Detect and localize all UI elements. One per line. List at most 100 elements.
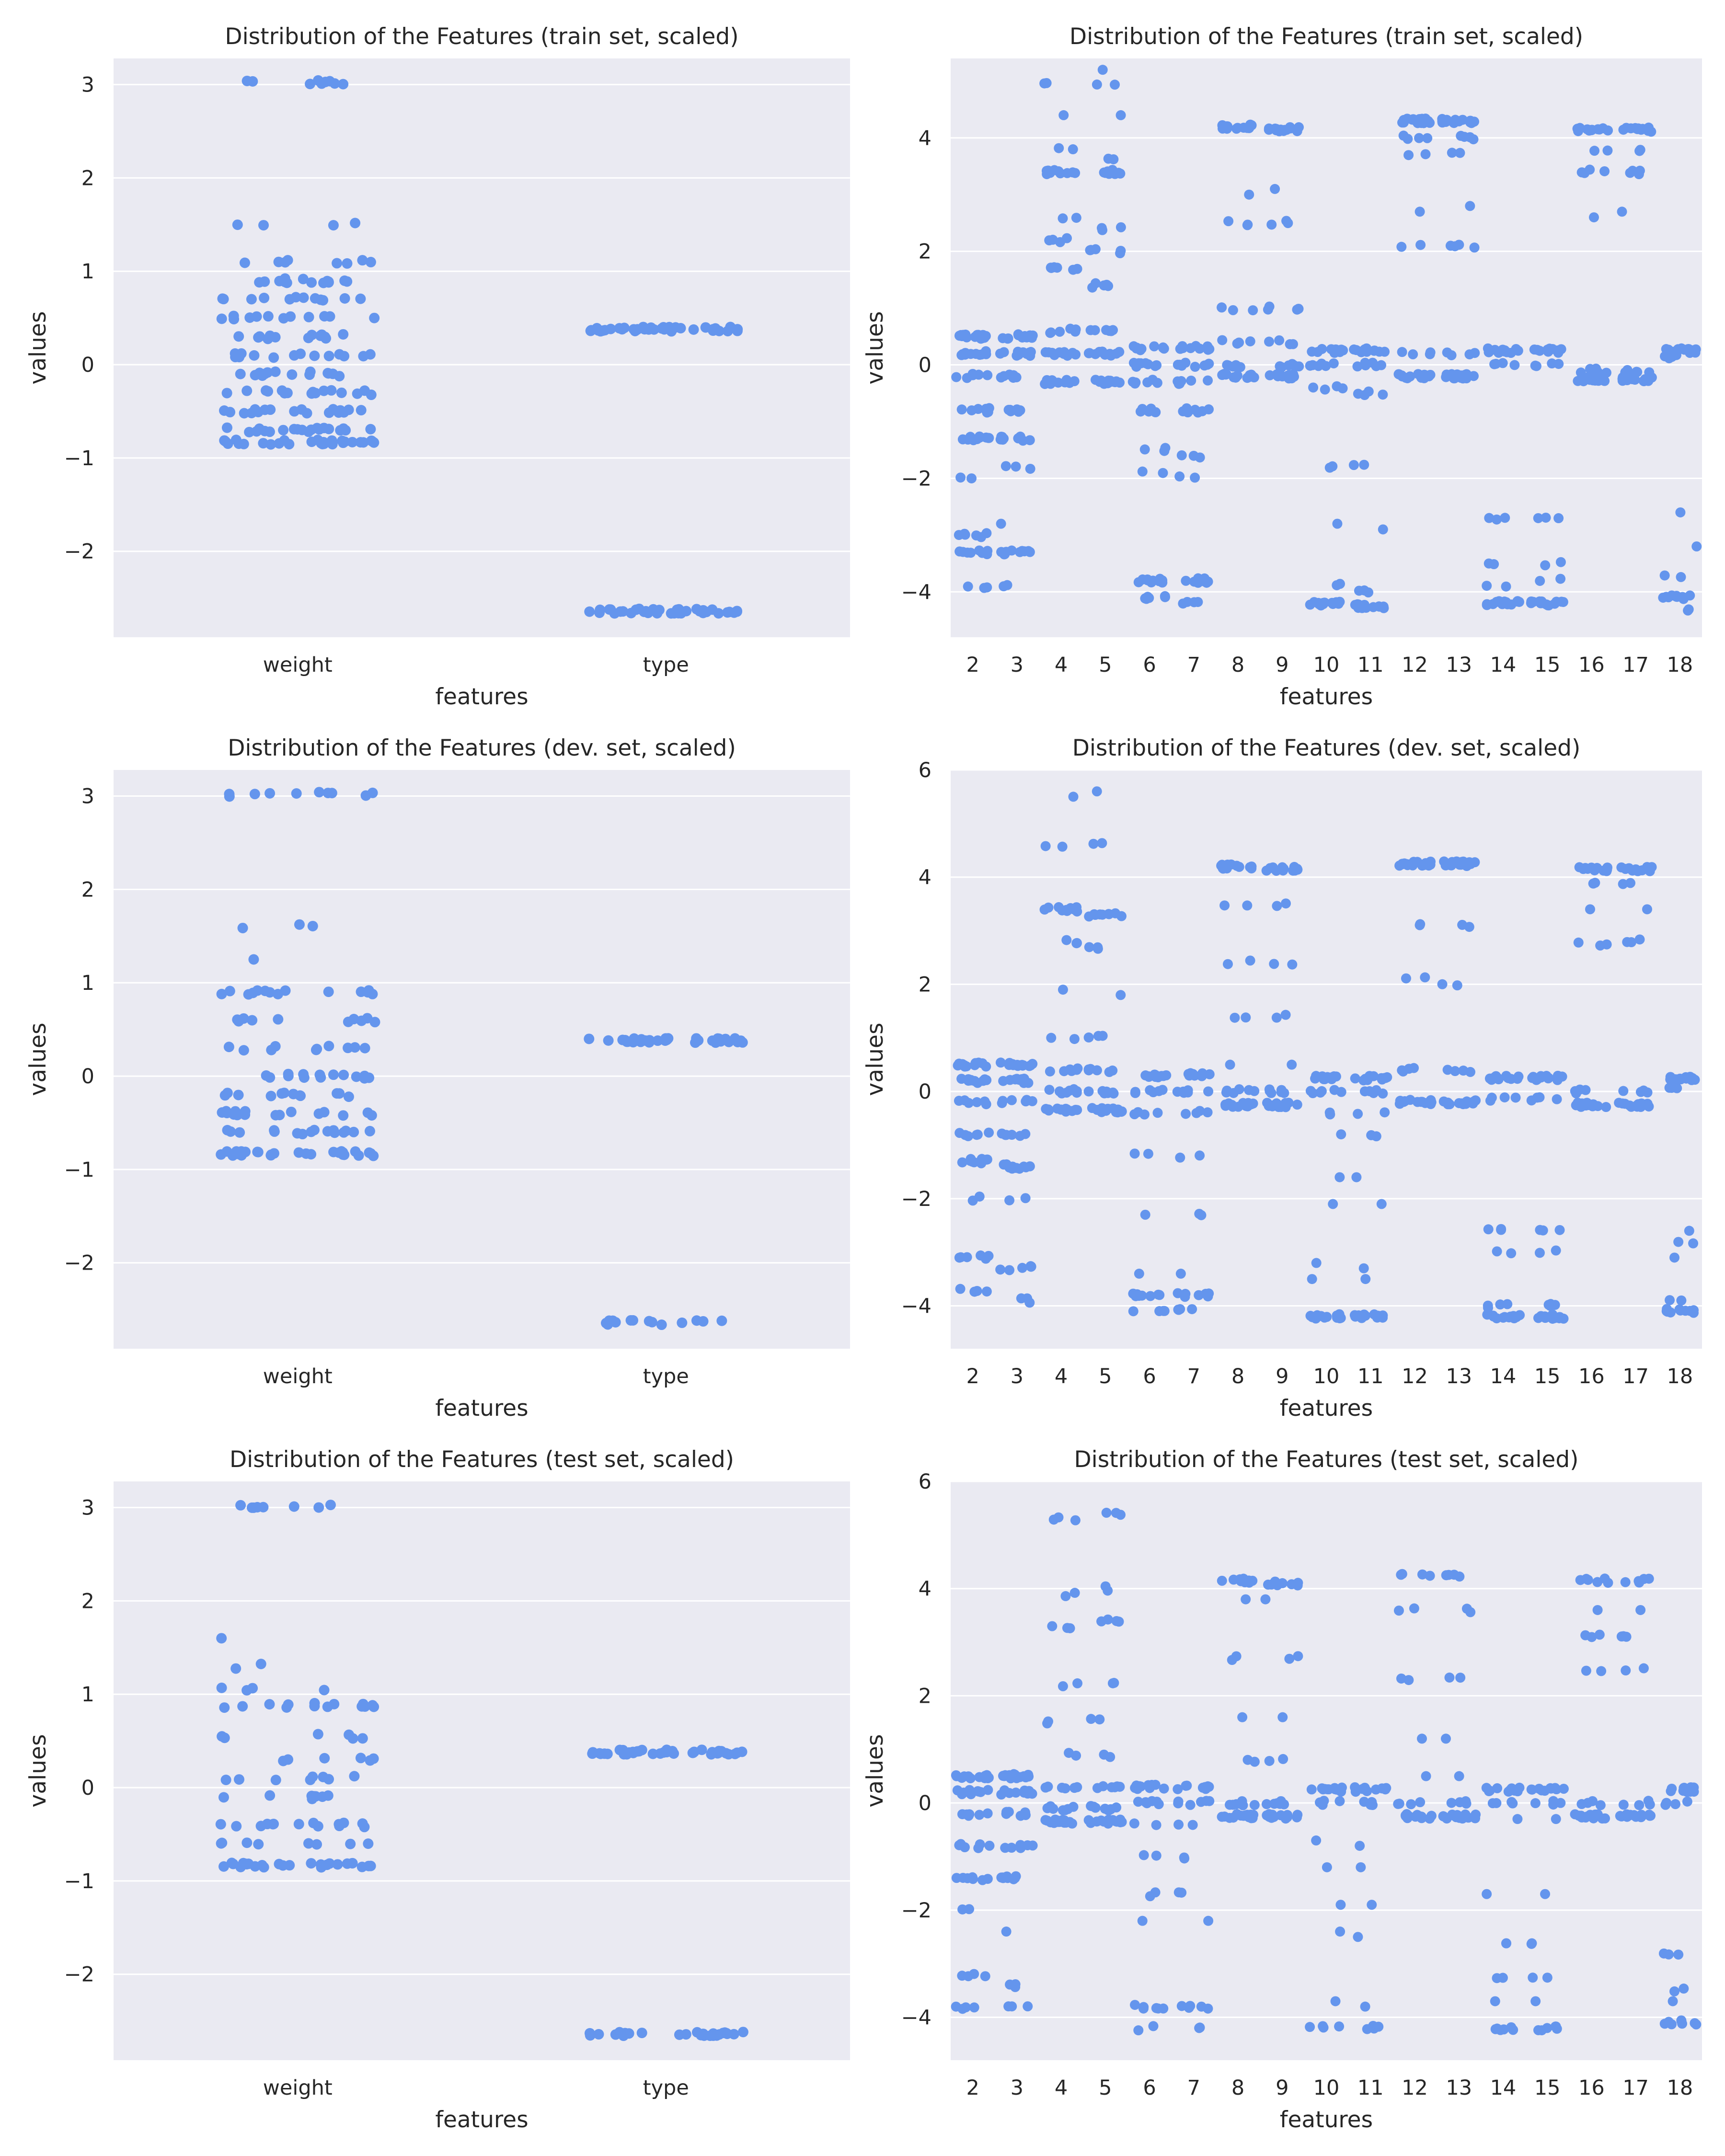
data-point bbox=[1425, 1571, 1435, 1581]
data-point bbox=[1307, 1274, 1317, 1284]
data-point bbox=[293, 1819, 304, 1830]
data-point bbox=[1133, 1107, 1143, 1117]
data-point bbox=[232, 219, 243, 230]
x-tick-label: type bbox=[643, 653, 689, 677]
data-point bbox=[1625, 878, 1636, 888]
data-point bbox=[954, 1840, 965, 1850]
data-point bbox=[1334, 1796, 1345, 1806]
data-point bbox=[1358, 1075, 1369, 1086]
data-point bbox=[982, 582, 992, 593]
data-point bbox=[338, 329, 349, 340]
data-point bbox=[1618, 879, 1628, 889]
data-point bbox=[1482, 581, 1492, 591]
data-point bbox=[1372, 1312, 1382, 1323]
x-tick-label: 11 bbox=[1357, 653, 1384, 677]
data-point bbox=[280, 985, 291, 996]
data-point bbox=[1289, 360, 1300, 371]
data-point bbox=[1354, 585, 1364, 596]
data-point bbox=[1676, 1295, 1687, 1306]
x-tick-label: 15 bbox=[1534, 2076, 1561, 2100]
data-point bbox=[1580, 863, 1591, 873]
data-point bbox=[1086, 1800, 1096, 1811]
data-point bbox=[1249, 1756, 1260, 1767]
plot-area bbox=[951, 1481, 1702, 2060]
data-point bbox=[327, 439, 338, 450]
data-point bbox=[1584, 126, 1595, 136]
data-point bbox=[1484, 347, 1494, 357]
data-point bbox=[259, 292, 270, 303]
data-point bbox=[1530, 360, 1541, 371]
data-point bbox=[223, 1042, 234, 1053]
data-point bbox=[1013, 349, 1024, 360]
data-point bbox=[1540, 1889, 1551, 1899]
data-point bbox=[1234, 337, 1244, 348]
data-point bbox=[708, 2028, 719, 2039]
data-point bbox=[1664, 1082, 1675, 1093]
data-point bbox=[1282, 1810, 1293, 1820]
data-point bbox=[1583, 1575, 1593, 1585]
data-point bbox=[1673, 1237, 1684, 1247]
data-point bbox=[1175, 1152, 1185, 1163]
data-point bbox=[1378, 524, 1388, 535]
data-point bbox=[1437, 979, 1448, 989]
data-point bbox=[1367, 1900, 1377, 1910]
data-point bbox=[1240, 1099, 1251, 1109]
data-point bbox=[1406, 1799, 1416, 1810]
data-point bbox=[652, 606, 663, 617]
data-point bbox=[1620, 1577, 1631, 1587]
data-point bbox=[1153, 1799, 1164, 1810]
data-point bbox=[691, 2027, 702, 2038]
y-axis-label: values bbox=[862, 1734, 888, 1808]
data-point bbox=[1508, 2025, 1518, 2035]
data-point bbox=[1240, 1577, 1250, 1588]
data-point bbox=[1360, 360, 1371, 371]
data-point bbox=[230, 348, 241, 359]
data-point bbox=[1502, 1299, 1513, 1309]
data-point bbox=[339, 275, 350, 286]
data-point bbox=[669, 608, 680, 619]
data-point bbox=[1625, 168, 1635, 178]
data-point bbox=[962, 1252, 972, 1262]
data-point bbox=[1129, 1148, 1140, 1159]
data-point bbox=[688, 324, 699, 335]
y-tick-label: −1 bbox=[64, 1869, 94, 1893]
data-point bbox=[319, 1753, 330, 1764]
data-point bbox=[238, 1858, 249, 1869]
data-point bbox=[317, 438, 328, 449]
data-point bbox=[1094, 346, 1104, 357]
x-tick-label: 18 bbox=[1667, 1365, 1693, 1388]
data-point bbox=[1287, 959, 1298, 970]
data-point bbox=[1543, 345, 1553, 356]
y-tick-label: 0 bbox=[919, 1791, 932, 1815]
data-point bbox=[1016, 332, 1027, 342]
data-point bbox=[270, 1110, 281, 1121]
data-point bbox=[691, 1033, 702, 1044]
data-point bbox=[352, 388, 363, 399]
data-point bbox=[1469, 242, 1480, 253]
data-point bbox=[644, 1316, 655, 1327]
data-point bbox=[662, 1034, 673, 1045]
data-point bbox=[1280, 898, 1291, 909]
data-point bbox=[304, 369, 315, 380]
data-point bbox=[960, 1130, 970, 1140]
data-point bbox=[1454, 1771, 1464, 1781]
data-point bbox=[1020, 1810, 1031, 1820]
data-point bbox=[724, 607, 735, 618]
data-point bbox=[268, 1148, 279, 1159]
data-point bbox=[656, 1319, 667, 1330]
data-point bbox=[584, 2028, 595, 2039]
chart-title: Distribution of the Features (test set, … bbox=[230, 1446, 734, 1473]
data-point bbox=[1401, 973, 1411, 984]
data-point bbox=[1526, 1095, 1537, 1106]
data-point bbox=[981, 1286, 992, 1297]
data-point bbox=[1137, 466, 1148, 477]
data-point bbox=[338, 1110, 349, 1121]
y-tick-label: −2 bbox=[901, 1899, 932, 1923]
data-point bbox=[251, 426, 262, 437]
data-point bbox=[1599, 1573, 1610, 1584]
data-point bbox=[1533, 513, 1543, 523]
data-point bbox=[1667, 352, 1677, 362]
data-point bbox=[1173, 1305, 1184, 1315]
data-point bbox=[636, 1744, 647, 1755]
data-point bbox=[1149, 341, 1160, 352]
